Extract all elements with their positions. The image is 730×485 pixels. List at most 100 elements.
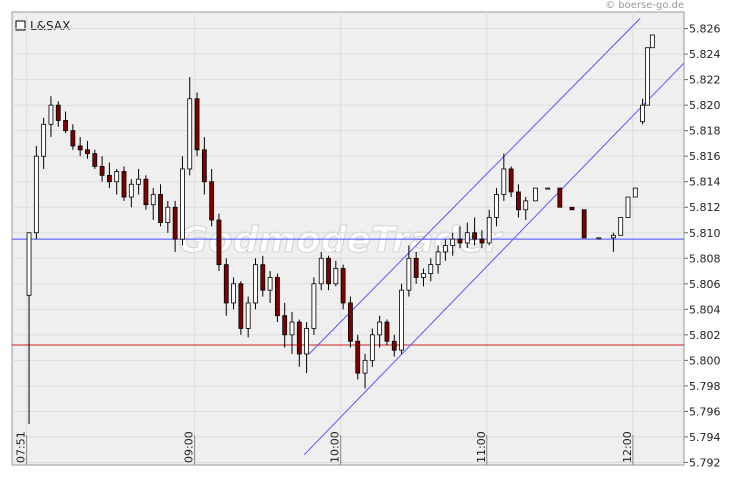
legend-label: L&SAX xyxy=(30,19,70,33)
candle-body xyxy=(508,168,514,193)
candle-body xyxy=(77,145,83,151)
candle-body xyxy=(223,264,229,304)
y-tick-label: 5.808 xyxy=(689,252,721,265)
candle-body xyxy=(450,238,456,246)
candle-body xyxy=(85,149,90,155)
candle-body xyxy=(369,334,375,361)
candle-body xyxy=(442,245,448,253)
candle-body xyxy=(26,232,32,296)
x-tick-label: 10:00 xyxy=(329,431,342,463)
candle-body xyxy=(326,257,331,285)
candle-body xyxy=(391,340,397,351)
candle-body xyxy=(533,187,538,202)
candle-body xyxy=(70,130,76,147)
candle-body xyxy=(516,191,521,211)
candle-body xyxy=(428,264,434,274)
candle-body xyxy=(399,289,404,351)
candle-body xyxy=(523,200,529,211)
candle-body xyxy=(260,264,266,291)
candle-body xyxy=(150,194,156,206)
candle-body xyxy=(645,47,650,106)
y-tick-label: 5.824 xyxy=(689,48,721,61)
x-tick-label: 12:00 xyxy=(621,431,634,463)
candle-body xyxy=(486,217,492,244)
candle-body xyxy=(355,340,361,374)
candle-body xyxy=(92,153,98,167)
candle-body xyxy=(121,171,127,198)
candle-body xyxy=(494,194,499,218)
y-tick-label: 5.798 xyxy=(689,380,721,393)
candle-body xyxy=(245,302,251,329)
copyright: © boerse-go.de xyxy=(605,0,684,11)
candle-body xyxy=(545,187,551,190)
candle-body xyxy=(99,166,105,176)
candle-body xyxy=(618,217,624,236)
legend-swatch xyxy=(15,20,26,31)
candle-body xyxy=(158,194,163,223)
candle-body xyxy=(625,196,631,218)
candle-body xyxy=(114,171,120,183)
candle-body xyxy=(194,98,200,151)
candle-body xyxy=(33,155,39,234)
x-tick-label: 09:00 xyxy=(183,431,196,463)
candle-body xyxy=(640,104,646,123)
plot xyxy=(12,12,684,465)
candle-body xyxy=(348,302,353,342)
candle-body xyxy=(479,238,485,244)
candle-body xyxy=(384,321,390,342)
y-tick-label: 5.804 xyxy=(689,303,721,316)
candle-body xyxy=(209,181,215,221)
y-tick-label: 5.818 xyxy=(689,125,721,138)
candle-body xyxy=(267,277,273,291)
candle-body xyxy=(231,283,236,304)
candle-body xyxy=(632,187,638,198)
candle-body xyxy=(569,206,575,211)
candle-body xyxy=(274,277,280,317)
candle-body xyxy=(340,268,346,304)
candle-body xyxy=(41,123,47,157)
candle-body xyxy=(413,257,419,278)
candle-body xyxy=(289,321,295,336)
candle-body xyxy=(472,232,478,240)
trend-line xyxy=(303,62,684,456)
candle-body xyxy=(165,206,171,223)
candle-body xyxy=(136,178,142,185)
candle-body xyxy=(581,209,587,239)
candle-body xyxy=(187,98,193,170)
candle-body xyxy=(377,321,383,336)
y-tick-label: 5.820 xyxy=(689,99,721,112)
candle-body xyxy=(201,149,207,183)
candle-body xyxy=(610,234,616,239)
candle-body xyxy=(55,104,61,121)
candle-body xyxy=(406,257,412,291)
candle-body xyxy=(172,206,178,240)
candle-body xyxy=(63,120,68,132)
y-tick-label: 5.792 xyxy=(689,456,721,469)
candle-body xyxy=(48,104,54,125)
y-tick-label: 5.810 xyxy=(689,227,721,240)
candle-body xyxy=(304,328,310,355)
candle-body xyxy=(557,187,563,208)
candle-body xyxy=(362,359,368,374)
candle-body xyxy=(296,321,302,355)
x-tick-label: 11:00 xyxy=(475,431,488,463)
candle-body xyxy=(253,264,258,304)
y-tick-label: 5.806 xyxy=(689,278,721,291)
candle-body xyxy=(180,168,185,240)
y-tick-label: 5.794 xyxy=(689,431,721,444)
y-tick-label: 5.822 xyxy=(689,74,721,87)
x-tick-label: 07:51 xyxy=(15,431,28,463)
candle-body xyxy=(421,273,426,278)
candle-body xyxy=(311,283,317,329)
y-tick-label: 5.796 xyxy=(689,405,721,418)
candle-body xyxy=(464,232,470,244)
y-tick-label: 5.802 xyxy=(689,329,721,342)
candle-body xyxy=(143,178,149,206)
trend-line xyxy=(308,18,641,355)
candle-body xyxy=(128,183,134,198)
y-tick-label: 5.814 xyxy=(689,176,721,189)
candle-body xyxy=(282,315,288,336)
candle-body xyxy=(333,268,339,285)
y-tick-label: 5.816 xyxy=(689,150,721,163)
candle-body xyxy=(501,168,507,195)
